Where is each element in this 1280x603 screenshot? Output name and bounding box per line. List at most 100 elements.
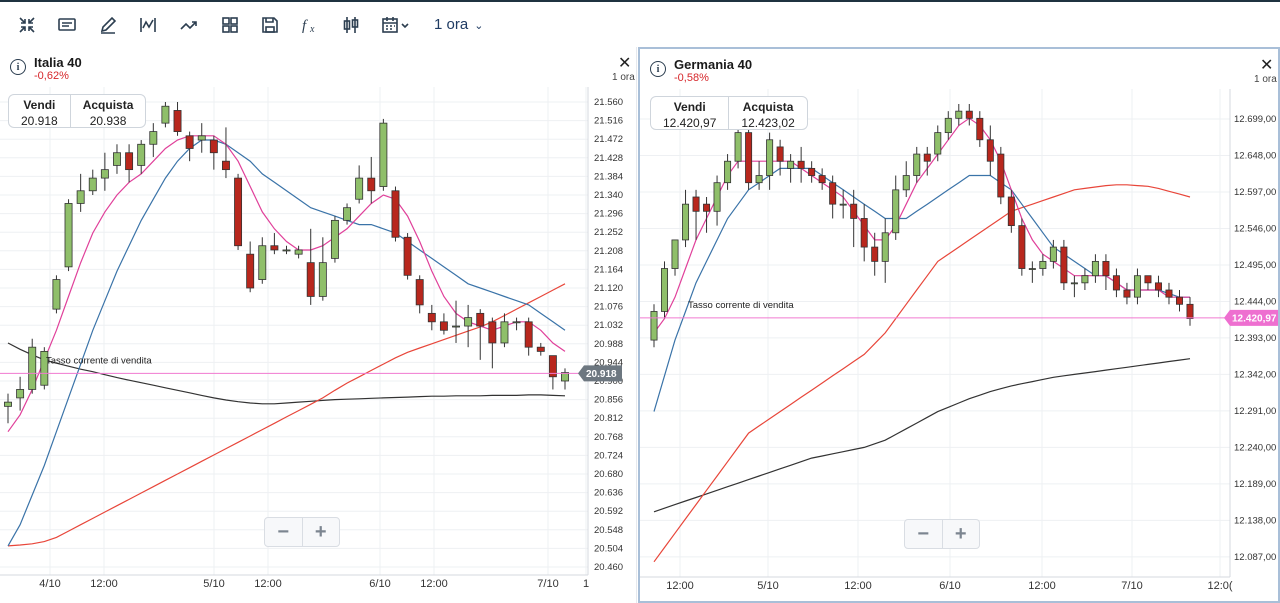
candle <box>692 189 700 240</box>
candle-up <box>282 249 291 252</box>
close-icon[interactable]: ✕ <box>1260 57 1274 74</box>
candle-down <box>1007 196 1015 227</box>
zoom-in-button[interactable]: + <box>301 518 340 546</box>
candle-down <box>818 175 826 184</box>
candle <box>355 165 364 204</box>
candlestick-chart[interactable]: 21.560 21.516 21.472 21.428 21.384 21.340 21.2… <box>0 47 637 603</box>
buy-button[interactable]: Acquista 12.423,02 <box>728 97 806 130</box>
y-tick-label: 20.548 <box>594 525 623 536</box>
candle-up <box>452 325 460 328</box>
buy-label: Acquista <box>82 98 134 112</box>
candle <box>1039 254 1047 276</box>
candle-down <box>923 153 931 162</box>
candle-up <box>1028 268 1036 270</box>
info-icon[interactable]: i <box>10 59 26 75</box>
y-tick-label: 20.900 <box>594 376 623 387</box>
candle-up <box>1091 260 1099 277</box>
x-tick-label: 1 <box>583 578 589 590</box>
y-tick-label: 12.597,00 <box>1234 187 1276 198</box>
zoom-out-button[interactable]: − <box>277 520 290 543</box>
candle <box>776 139 784 176</box>
close-icon[interactable]: ✕ <box>618 55 632 72</box>
candle-down <box>125 152 134 171</box>
candle <box>524 317 533 356</box>
x-tick-label: 12:00 <box>666 580 694 592</box>
candle <box>343 203 351 225</box>
candlestick-icon[interactable] <box>338 12 364 38</box>
candle <box>787 154 795 183</box>
zoom-in-button[interactable]: + <box>941 520 980 548</box>
candle <box>1070 275 1078 298</box>
collapse-icon[interactable] <box>14 12 40 38</box>
pencil-icon[interactable] <box>95 12 121 38</box>
candle-down <box>222 160 230 171</box>
timeframe-dropdown[interactable]: 1 ora ⌄ <box>434 16 483 33</box>
sell-price: 20.918 <box>21 114 58 128</box>
candle-down <box>306 262 315 297</box>
candle <box>4 393 12 424</box>
save-icon[interactable] <box>257 12 283 38</box>
candle-up <box>258 245 267 280</box>
sell-button[interactable]: Vendi 12.420,97 <box>651 97 728 130</box>
candle-up <box>1133 275 1141 298</box>
candle-up <box>661 268 669 312</box>
candle-up <box>330 219 339 259</box>
sell-price: 12.420,97 <box>663 116 717 130</box>
x-tick-label: 6/10 <box>939 580 960 592</box>
grid-layout-icon[interactable] <box>217 12 243 38</box>
candle <box>270 233 279 255</box>
sell-button[interactable]: Vendi 20.918 <box>9 95 70 128</box>
candle-up <box>500 321 509 344</box>
y-tick-label: 20.504 <box>594 543 623 554</box>
candle <box>755 161 763 190</box>
price-tag-value: 12.420,97 <box>1232 313 1277 324</box>
candle-up <box>902 175 910 191</box>
y-tick-label: 20.680 <box>594 469 623 480</box>
instrument-title: Germania 40 <box>674 57 753 72</box>
candles <box>4 102 569 424</box>
indicator-icon[interactable] <box>135 12 161 38</box>
candle <box>185 131 194 162</box>
y-tick-label: 21.472 <box>594 134 623 145</box>
candle-up <box>4 401 12 407</box>
zoom-out-button[interactable]: − <box>917 522 930 545</box>
candle <box>965 104 973 126</box>
y-tick-label: 12.342,00 <box>1234 369 1276 380</box>
info-icon[interactable]: i <box>650 61 666 77</box>
buy-button[interactable]: Acquista 20.938 <box>69 95 146 128</box>
candle <box>734 125 742 169</box>
note-icon[interactable] <box>54 12 80 38</box>
candle-up <box>682 203 690 241</box>
candle <box>808 161 816 183</box>
change-percent: -0,58% <box>674 72 709 84</box>
candle-up <box>787 160 795 169</box>
candle-up <box>734 132 742 162</box>
calendar-icon[interactable] <box>378 12 414 38</box>
change-percent: -0,62% <box>34 70 69 82</box>
candle <box>318 237 327 301</box>
candle <box>88 169 97 195</box>
y-tick-label: 12.495,00 <box>1234 260 1276 271</box>
candle <box>1007 189 1015 233</box>
candle <box>892 175 900 240</box>
candle-down <box>1175 296 1183 305</box>
candle-down <box>1144 275 1152 284</box>
candle <box>934 125 942 162</box>
y-tick-label: 12.087,00 <box>1234 552 1276 563</box>
price-tag-shape <box>1224 309 1278 326</box>
candle <box>881 218 889 283</box>
candle <box>161 102 170 128</box>
x-tick-label: 12:00 <box>1028 580 1056 592</box>
candle-down <box>871 246 879 262</box>
candle <box>40 347 49 390</box>
candle-up <box>650 311 658 341</box>
candle-up <box>1081 275 1089 284</box>
svg-text:f: f <box>302 18 308 34</box>
candle <box>997 146 1005 205</box>
candle-up <box>913 153 921 176</box>
candle-down <box>367 177 376 192</box>
trend-icon[interactable] <box>176 12 202 38</box>
candle <box>427 304 436 331</box>
